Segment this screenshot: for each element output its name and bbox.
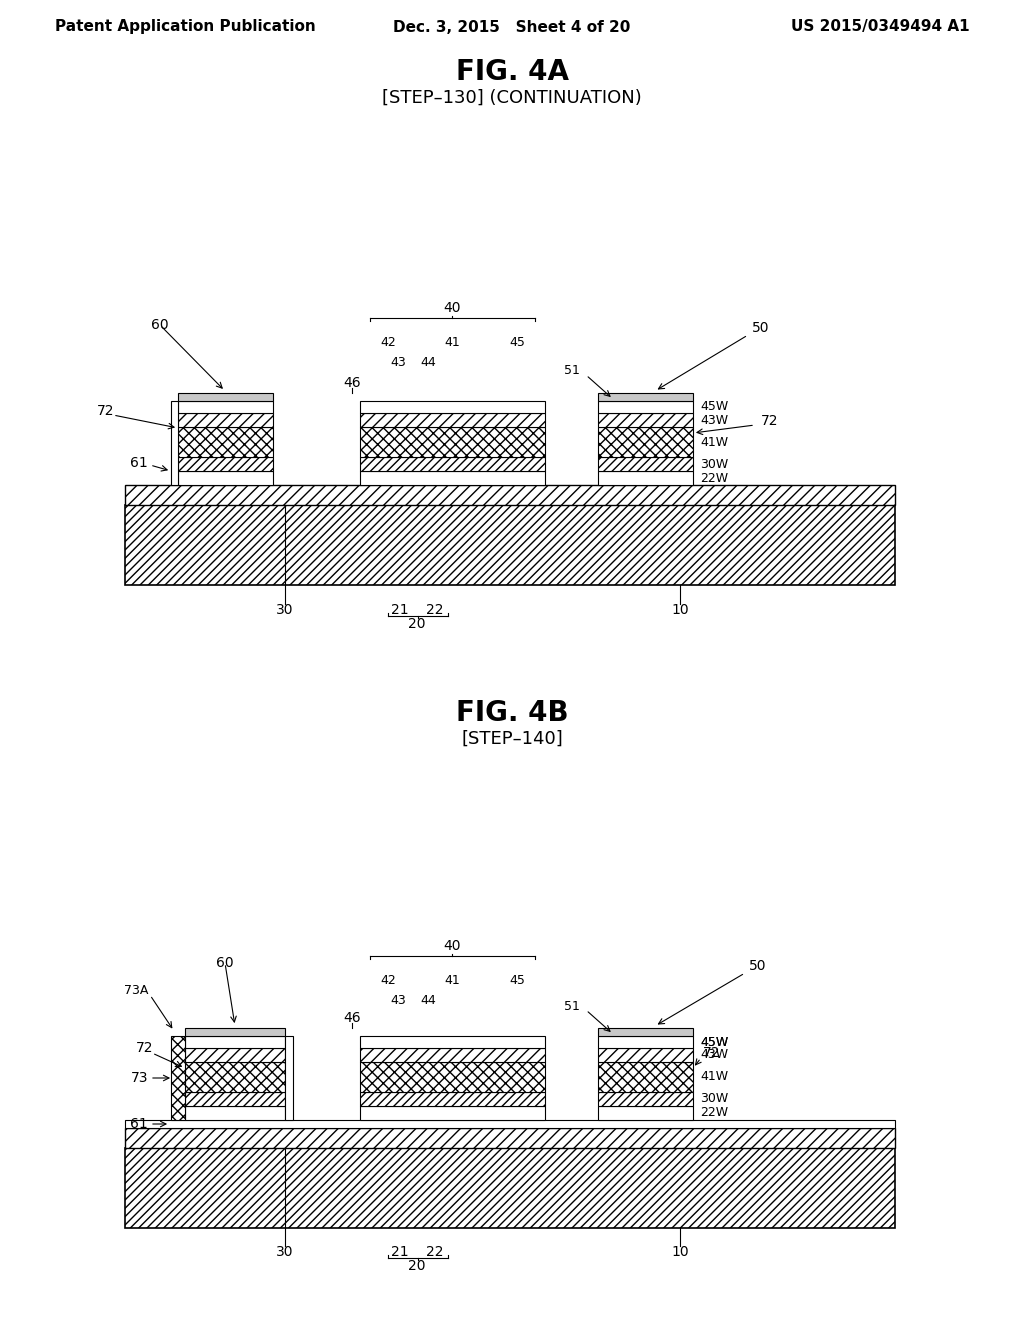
Text: 41W: 41W (700, 436, 728, 449)
Bar (598, 401, 693, 413)
Text: 21: 21 (391, 1245, 409, 1259)
Text: 41: 41 (444, 974, 460, 986)
Text: 21: 21 (391, 603, 409, 616)
Bar (125, 1148, 895, 1228)
Text: 72: 72 (703, 1045, 721, 1060)
Text: 72: 72 (761, 414, 778, 428)
Text: 43W: 43W (700, 413, 728, 426)
Text: 30W: 30W (700, 458, 728, 470)
Bar (185, 1106, 285, 1119)
Bar (360, 1036, 545, 1048)
Bar (360, 1048, 545, 1063)
Text: 41W: 41W (700, 1071, 728, 1084)
Bar (185, 1028, 285, 1036)
Bar (598, 1048, 693, 1063)
Text: 43: 43 (390, 994, 406, 1006)
Text: 22W: 22W (700, 1106, 728, 1119)
Bar (360, 457, 545, 471)
Text: 45W: 45W (700, 1035, 728, 1048)
Text: 72: 72 (136, 1041, 154, 1055)
Bar (178, 471, 273, 484)
Text: 30: 30 (276, 603, 294, 616)
Text: 44: 44 (420, 994, 436, 1006)
Text: FIG. 4B: FIG. 4B (456, 700, 568, 727)
Text: 22W: 22W (700, 471, 728, 484)
Bar (178, 413, 273, 426)
Text: 72: 72 (97, 404, 115, 418)
Bar (598, 1036, 693, 1048)
Text: Dec. 3, 2015   Sheet 4 of 20: Dec. 3, 2015 Sheet 4 of 20 (393, 20, 631, 34)
Bar (285, 1036, 293, 1119)
Bar (598, 457, 693, 471)
Text: 45: 45 (509, 337, 525, 350)
Bar (598, 426, 693, 457)
Text: 22: 22 (426, 603, 443, 616)
Text: FIG. 4A: FIG. 4A (456, 58, 568, 86)
Bar (185, 1048, 285, 1063)
Text: 73: 73 (130, 1071, 148, 1085)
Text: 20: 20 (409, 616, 426, 631)
Bar (185, 1063, 285, 1092)
Bar (178, 457, 273, 471)
Text: 44: 44 (420, 356, 436, 370)
Text: 10: 10 (671, 603, 689, 616)
Bar (360, 1092, 545, 1106)
Text: 30W: 30W (700, 1093, 728, 1106)
Text: 43W: 43W (700, 1048, 728, 1061)
Bar (360, 426, 545, 457)
Text: [STEP–140]: [STEP–140] (461, 730, 563, 748)
Bar (178, 426, 273, 457)
Text: 60: 60 (152, 318, 169, 333)
Text: 51: 51 (564, 364, 580, 378)
Text: 50: 50 (753, 321, 770, 335)
Bar (178, 393, 273, 401)
Bar (598, 1106, 693, 1119)
Text: 45W: 45W (700, 1035, 728, 1048)
Bar (125, 484, 895, 506)
Bar (598, 413, 693, 426)
Text: US 2015/0349494 A1: US 2015/0349494 A1 (792, 20, 970, 34)
Bar (178, 401, 273, 413)
Bar (125, 506, 895, 585)
Bar (185, 1092, 285, 1106)
Bar (360, 1063, 545, 1092)
Bar (360, 471, 545, 484)
Text: 22: 22 (426, 1245, 443, 1259)
Bar (360, 1106, 545, 1119)
Text: 40: 40 (443, 939, 461, 953)
Text: 40: 40 (443, 301, 461, 315)
Bar (171, 1036, 185, 1119)
Text: 50: 50 (750, 960, 767, 973)
Bar (125, 1119, 895, 1129)
Text: 43: 43 (390, 356, 406, 370)
Text: 60: 60 (216, 956, 233, 970)
Text: 42: 42 (380, 337, 396, 350)
Bar (598, 393, 693, 401)
Text: Patent Application Publication: Patent Application Publication (55, 20, 315, 34)
Bar (598, 471, 693, 484)
Text: 51: 51 (564, 999, 580, 1012)
Text: 61: 61 (130, 1117, 148, 1131)
Bar (185, 1036, 285, 1048)
Text: [STEP–130] (CONTINUATION): [STEP–130] (CONTINUATION) (382, 88, 642, 107)
Text: 61: 61 (130, 455, 148, 470)
Text: 42: 42 (380, 974, 396, 986)
Bar (598, 1092, 693, 1106)
Text: 46: 46 (343, 376, 360, 389)
Text: 46: 46 (343, 1011, 360, 1026)
Text: 45: 45 (509, 974, 525, 986)
Bar (171, 401, 178, 484)
Text: 20: 20 (409, 1259, 426, 1272)
Bar (598, 1063, 693, 1092)
Bar (125, 1129, 895, 1148)
Text: 30: 30 (276, 1245, 294, 1259)
Text: 10: 10 (671, 1245, 689, 1259)
Bar (598, 1028, 693, 1036)
Bar (360, 413, 545, 426)
Text: 73A: 73A (124, 983, 148, 997)
Text: 41: 41 (444, 337, 460, 350)
Bar (360, 401, 545, 413)
Text: 45W: 45W (700, 400, 728, 413)
